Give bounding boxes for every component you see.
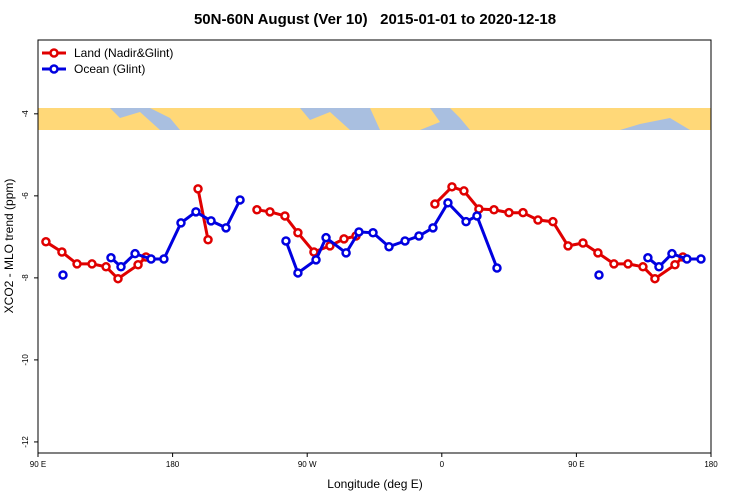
point: [368, 228, 378, 238]
point: [670, 260, 680, 270]
x-tick-label: 180: [704, 460, 718, 469]
point: [311, 255, 321, 265]
point: [221, 223, 231, 233]
point: [203, 234, 213, 245]
x-axis-label: Longitude (deg E): [327, 477, 422, 491]
point: [643, 253, 653, 263]
y-tick-label: -8: [21, 274, 30, 282]
point: [638, 262, 648, 272]
point: [252, 205, 262, 215]
point: [696, 254, 706, 264]
x-tick-label: 90 W: [298, 460, 317, 469]
point: [447, 182, 457, 192]
plot-frame: [37, 39, 712, 454]
point: [414, 231, 424, 241]
point: [400, 236, 410, 246]
point: [594, 270, 604, 280]
point: [101, 262, 111, 272]
point: [489, 205, 499, 215]
point: [461, 216, 471, 227]
point: [341, 248, 351, 258]
point: [563, 241, 573, 251]
point: [193, 184, 203, 194]
legend-marker: [49, 48, 59, 58]
point: [87, 259, 97, 269]
point: [430, 199, 440, 209]
point: [504, 207, 514, 218]
point: [593, 248, 603, 258]
point: [133, 260, 143, 270]
point: [354, 227, 364, 237]
point: [41, 237, 51, 247]
point: [206, 216, 216, 226]
chart-title: 50N-60N August (Ver 10) 2015-01-01 to 20…: [194, 11, 556, 28]
x-tick-label: 90 E: [30, 460, 46, 469]
point: [72, 259, 82, 269]
point: [280, 211, 290, 221]
x-tick-label: 0: [440, 460, 445, 469]
point: [650, 273, 660, 284]
point: [654, 262, 664, 272]
point: [339, 234, 349, 244]
point: [113, 273, 123, 284]
point: [578, 238, 588, 248]
point: [428, 223, 438, 233]
point: [472, 211, 482, 221]
point: [293, 228, 303, 238]
point: [623, 259, 633, 269]
point: [58, 270, 68, 280]
point: [518, 207, 528, 218]
point: [116, 262, 126, 272]
point: [146, 254, 156, 264]
y-tick-label: -10: [21, 354, 30, 366]
point: [682, 254, 692, 264]
y-tick-label: -12: [21, 436, 30, 448]
point: [235, 195, 245, 205]
point: [548, 216, 558, 227]
map-strip: [38, 108, 711, 130]
point: [321, 232, 331, 243]
point: [191, 207, 201, 217]
point: [281, 236, 291, 246]
y-tick-label: -6: [21, 192, 30, 200]
legend-label: Land (Nadir&Glint): [74, 46, 173, 60]
legend-label: Ocean (Glint): [74, 62, 145, 76]
point: [443, 198, 453, 208]
y-tick-label: -4: [21, 110, 30, 118]
point: [533, 215, 543, 225]
series-line: [45, 185, 684, 281]
point: [130, 248, 140, 259]
point: [384, 241, 394, 252]
point: [57, 247, 67, 257]
point: [159, 254, 169, 264]
point: [309, 247, 319, 257]
point: [176, 218, 186, 228]
x-tick-label: 180: [166, 460, 180, 469]
point: [106, 253, 116, 263]
point: [293, 268, 303, 278]
legend-marker: [49, 64, 59, 74]
x-tick-label: 90 E: [568, 460, 584, 469]
y-axis-label: XCO2 - MLO trend (ppm): [2, 179, 16, 314]
point: [667, 248, 677, 259]
point: [265, 207, 275, 217]
point: [492, 263, 502, 273]
point: [459, 186, 469, 196]
point: [609, 259, 619, 269]
